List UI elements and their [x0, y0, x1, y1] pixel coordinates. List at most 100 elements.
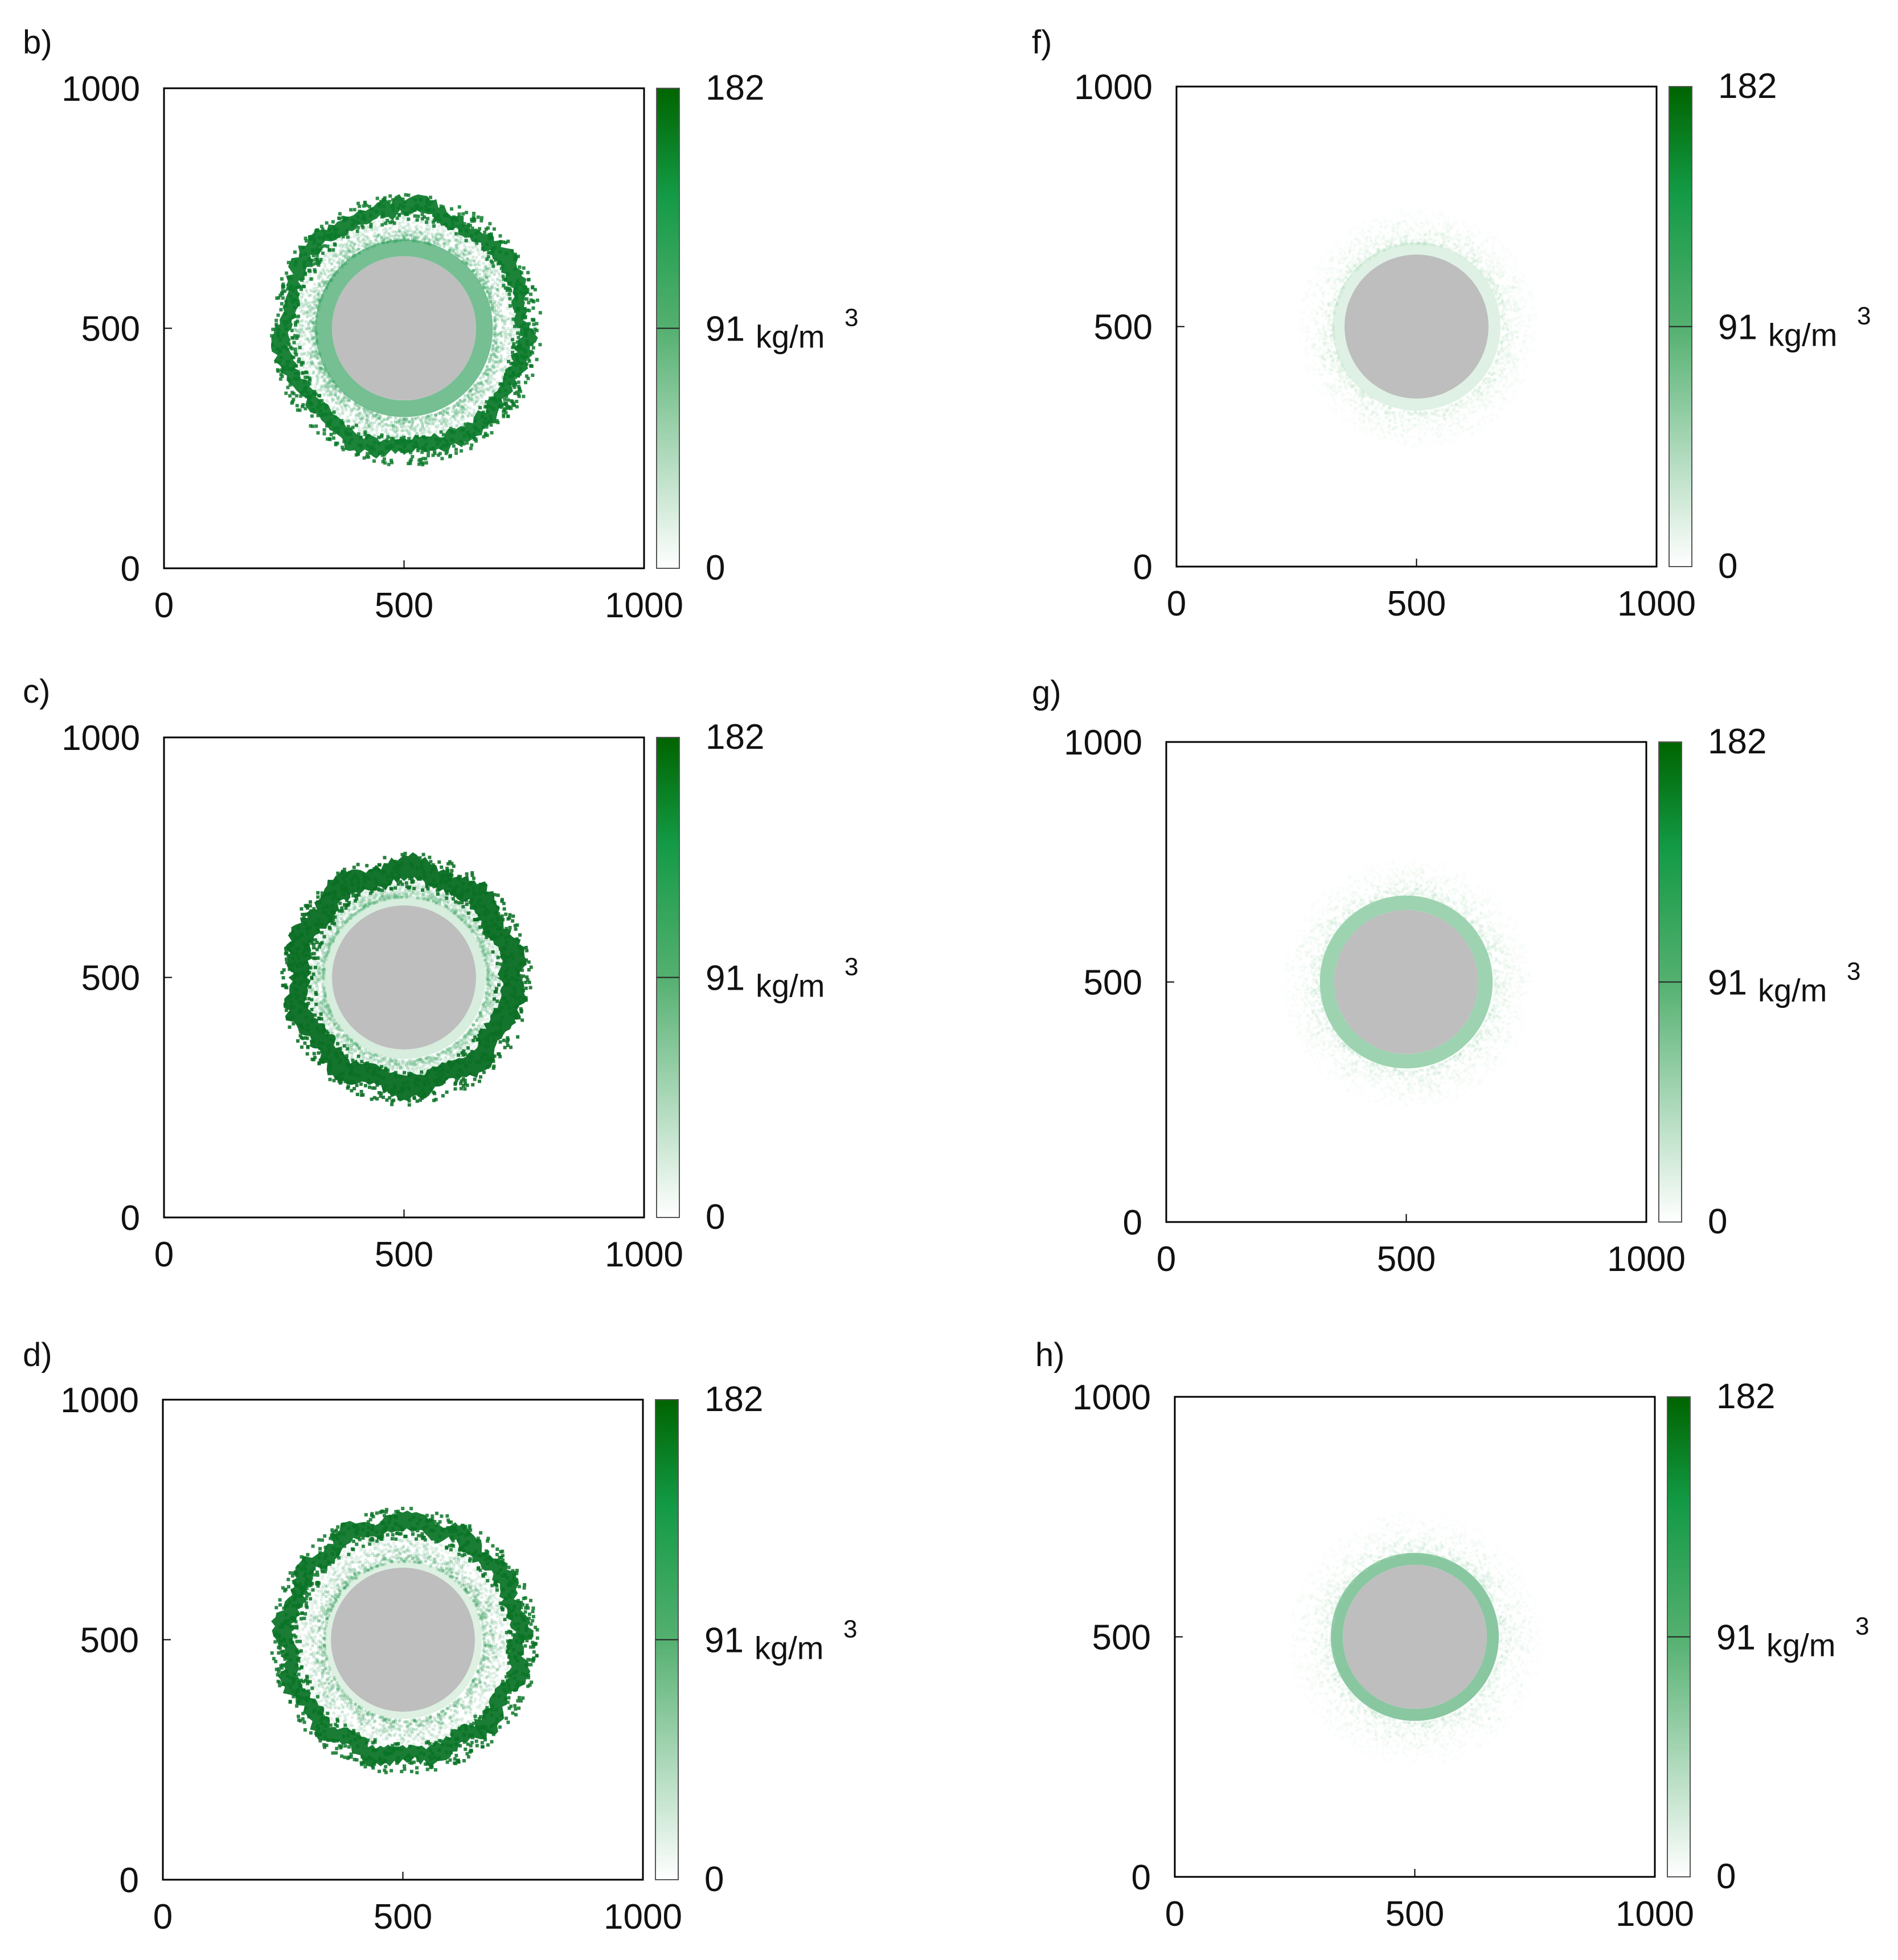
density-speck [321, 280, 324, 284]
density-speck [464, 246, 468, 249]
density-speck [274, 360, 278, 363]
density-speck [411, 424, 413, 428]
density-speck [515, 281, 519, 285]
density-speck [365, 227, 368, 231]
density-speck [397, 233, 400, 237]
density-speck [310, 310, 313, 314]
density-speck [531, 318, 534, 322]
density-speck [481, 1018, 484, 1022]
density-speck [323, 371, 327, 375]
density-speck [306, 281, 309, 284]
density-speck [322, 269, 325, 272]
density-speck [460, 249, 464, 253]
density-speck [329, 244, 332, 248]
density-speck [442, 237, 446, 241]
density-speck [501, 320, 505, 323]
density-speck [292, 352, 295, 355]
density-speck [502, 327, 506, 330]
density-speck [402, 421, 405, 424]
density-speck [355, 417, 358, 421]
density-speck [437, 239, 441, 242]
density-speck [352, 408, 355, 411]
density-speck [394, 416, 397, 420]
density-speck [483, 280, 487, 284]
density-speck [317, 351, 320, 355]
density-speck [484, 286, 487, 290]
density-speck [478, 382, 481, 385]
density-speck [346, 235, 350, 239]
density-speck [318, 270, 322, 274]
density-speck [330, 232, 334, 236]
density-speck [372, 228, 376, 231]
density-speck [341, 239, 344, 242]
density-speck [333, 427, 337, 430]
density-speck [454, 253, 458, 256]
density-speck [475, 388, 478, 392]
density-speck [532, 322, 536, 326]
density-speck [311, 362, 314, 366]
density-speck [284, 304, 288, 308]
density-speck [323, 282, 326, 285]
density-speck [311, 372, 315, 375]
density-speck [382, 234, 386, 237]
density-speck [406, 229, 409, 233]
density-speck [416, 237, 419, 241]
density-speck [302, 364, 305, 368]
density-speck [409, 234, 413, 237]
density-speck [419, 428, 422, 432]
density-speck [317, 276, 321, 279]
density-speck [395, 435, 398, 438]
density-speck [531, 285, 535, 289]
density-speck [483, 268, 487, 272]
density-speck [375, 210, 379, 214]
density-speck [321, 251, 325, 255]
density-speck [310, 361, 313, 364]
density-speck [312, 233, 316, 237]
density-speck [488, 388, 491, 392]
density-speck [378, 417, 382, 420]
density-speck [468, 412, 471, 415]
density-speck [376, 233, 380, 237]
density-speck [462, 252, 465, 255]
density-speck [298, 296, 301, 299]
density-speck [444, 241, 447, 245]
density-speck [369, 214, 373, 218]
density-speck [354, 423, 358, 427]
density-speck [411, 422, 414, 425]
density-speck [346, 245, 349, 249]
density-speck [378, 202, 382, 206]
density-speck [506, 306, 509, 310]
colorbar-max-label: 182 [706, 68, 764, 108]
density-speck [309, 353, 313, 356]
density-speck [473, 425, 477, 429]
density-speck [491, 370, 494, 374]
density-speck [454, 253, 458, 256]
density-speck [461, 260, 465, 264]
density-speck [489, 271, 493, 274]
density-speck [331, 380, 335, 383]
density-speck [452, 430, 456, 434]
density-speck [472, 269, 475, 272]
density-speck [290, 300, 294, 304]
density-speck [492, 366, 495, 370]
density-speck [400, 434, 403, 437]
density-speck [495, 269, 498, 273]
density-speck [470, 396, 473, 399]
density-speck [310, 336, 314, 339]
density-speck [367, 427, 370, 430]
density-speck [385, 429, 388, 433]
density-speck [441, 235, 444, 238]
density-speck [366, 225, 370, 228]
density-speck [401, 215, 404, 219]
density-speck [515, 297, 519, 301]
density-speck [370, 228, 373, 232]
density-speck [496, 365, 499, 368]
density-speck [384, 228, 388, 232]
density-speck [489, 302, 492, 305]
density-speck [342, 260, 345, 263]
density-speck [407, 223, 410, 227]
density-speck [429, 413, 433, 417]
density-speck [502, 370, 505, 373]
density-speck [352, 241, 355, 245]
density-speck [337, 389, 341, 392]
